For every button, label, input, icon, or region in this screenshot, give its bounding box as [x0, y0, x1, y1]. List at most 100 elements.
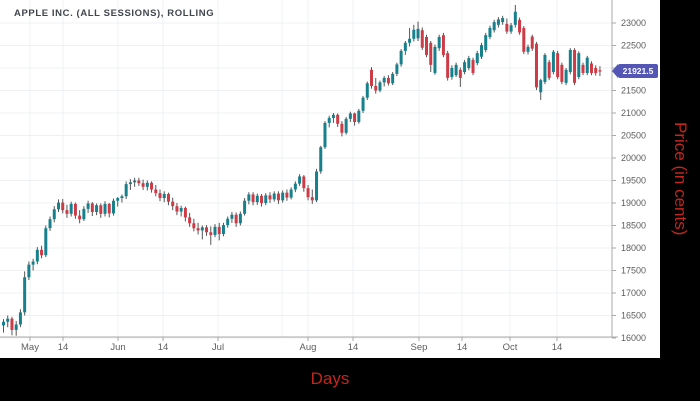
- plot-canvas: APPLE INC. (ALL SESSIONS), ROLLING 16000…: [0, 0, 660, 358]
- candle-body: [429, 42, 433, 65]
- candle-body: [276, 193, 280, 201]
- candle-body: [496, 19, 500, 25]
- x-tick-label: 14: [158, 342, 169, 353]
- candle-body: [547, 62, 551, 78]
- candle-body: [378, 82, 382, 91]
- y-axis-title: Price (in cents): [660, 0, 700, 358]
- candle-body: [492, 22, 496, 31]
- candle-body: [200, 227, 204, 231]
- x-axis-title-text: Days: [310, 369, 350, 388]
- candle-body: [18, 312, 22, 325]
- candle-body: [260, 195, 264, 203]
- candle-body: [137, 180, 141, 184]
- candle-body: [78, 215, 82, 220]
- candle-body: [412, 29, 416, 39]
- candle-body: [386, 77, 390, 84]
- x-tick-label: 14: [552, 342, 563, 353]
- candle-body: [145, 182, 149, 187]
- candle-body: [399, 50, 403, 65]
- candle-body: [264, 195, 268, 203]
- candle-body: [23, 277, 27, 313]
- candle-body: [327, 117, 331, 123]
- candle-body: [560, 64, 564, 82]
- y-tick-label: 22500: [621, 41, 646, 51]
- candlestick-chart[interactable]: 16000 16500 17000 17500 18000 18500 19000 19500…: [0, 0, 660, 358]
- candle-body: [209, 232, 213, 235]
- candle-body: [479, 45, 483, 57]
- chart-title: APPLE INC. (ALL SESSIONS), ROLLING: [14, 8, 215, 19]
- candle-body: [116, 198, 120, 201]
- candle-body: [382, 77, 386, 83]
- candle-body: [581, 64, 585, 73]
- candle-body: [577, 53, 581, 77]
- candle-body: [518, 19, 522, 33]
- candle-body: [175, 206, 179, 212]
- candle-body: [589, 63, 593, 73]
- x-axis-title: Days: [0, 364, 660, 394]
- candle-body: [40, 249, 44, 256]
- candle-body: [501, 18, 505, 23]
- candle-body: [467, 58, 471, 68]
- candle-body: [52, 209, 56, 220]
- candle-body: [162, 194, 166, 199]
- candle-body: [458, 69, 462, 78]
- candle-body: [551, 51, 555, 73]
- candle-body: [120, 196, 124, 199]
- candle-body: [353, 113, 357, 122]
- candle-body: [133, 180, 137, 183]
- x-tick-label: Jun: [110, 342, 125, 353]
- last-price-label: 21921.5: [612, 64, 658, 78]
- candle-body: [272, 193, 276, 200]
- candle-body: [247, 194, 251, 201]
- y-tick-label: 19500: [621, 176, 646, 186]
- candle-body: [44, 228, 48, 256]
- candle-body: [196, 228, 200, 231]
- candle-body: [217, 226, 221, 235]
- candle-body: [14, 324, 18, 330]
- candle-body: [221, 225, 225, 235]
- candle-body: [505, 23, 509, 32]
- y-tick-label: 21000: [621, 108, 646, 118]
- candle-body: [323, 122, 327, 148]
- candle-body: [340, 123, 344, 133]
- candle-body: [425, 36, 428, 55]
- candle-body: [568, 50, 572, 73]
- x-tick-label: 14: [348, 342, 359, 353]
- candle-body: [238, 213, 242, 224]
- candle-body: [556, 53, 560, 77]
- candle-body: [86, 203, 90, 209]
- y-axis-title-text: Price (in cents): [671, 122, 690, 236]
- candle-body: [391, 73, 395, 84]
- candle-body: [289, 189, 293, 198]
- candle-body: [395, 64, 399, 74]
- candle-body: [484, 35, 488, 50]
- candle-body: [509, 25, 513, 32]
- candle-body: [56, 202, 60, 210]
- candle-body: [285, 192, 289, 198]
- y-tick-label: 17000: [621, 288, 646, 298]
- x-tick-label: Jul: [212, 342, 224, 353]
- candle-body: [166, 194, 170, 202]
- candle-body: [188, 217, 192, 224]
- candle-body: [183, 207, 187, 218]
- x-tick-label: Sep: [411, 342, 428, 353]
- y-tick-label: 19000: [621, 198, 646, 208]
- x-tick-label: May: [21, 342, 39, 353]
- candle-body: [158, 193, 162, 199]
- candle-body: [171, 201, 175, 207]
- candle-body: [336, 114, 340, 124]
- x-tick-label: 14: [58, 342, 69, 353]
- candle-body: [454, 64, 458, 76]
- candle-body: [488, 27, 492, 37]
- candle-body: [205, 227, 209, 233]
- candle-body: [357, 110, 361, 122]
- candle-body: [226, 218, 230, 226]
- candle-body: [450, 68, 454, 77]
- candle-body: [543, 54, 547, 82]
- x-tick-label: 14: [457, 342, 468, 353]
- candle-body: [234, 214, 238, 224]
- candle-body: [433, 46, 437, 73]
- candle-body: [441, 35, 445, 55]
- candle-body: [141, 183, 145, 187]
- x-tick-label: Oct: [503, 342, 518, 353]
